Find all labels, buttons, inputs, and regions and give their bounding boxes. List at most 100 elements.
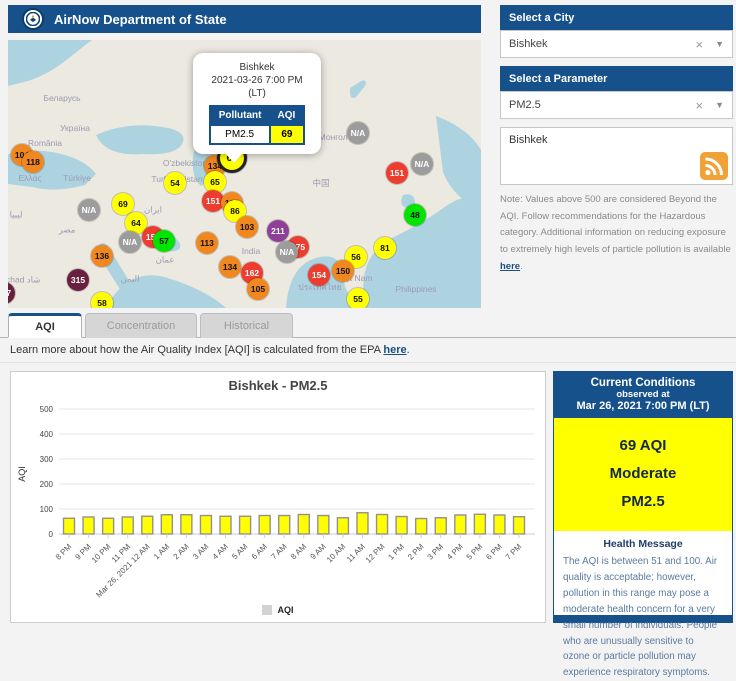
aqi-bar[interactable] xyxy=(278,514,291,535)
station-marker[interactable]: 113 xyxy=(196,232,218,254)
station-marker[interactable]: 103 xyxy=(236,216,258,238)
aqi-bar[interactable] xyxy=(238,515,252,535)
aqi-bar[interactable] xyxy=(317,514,330,535)
aqi-bar[interactable] xyxy=(395,515,408,535)
station-marker[interactable]: 69 xyxy=(112,193,134,215)
station-marker[interactable]: 151 xyxy=(386,162,408,184)
city-select[interactable]: Bishkek × ▼ xyxy=(500,30,733,58)
note-here-link[interactable]: here xyxy=(500,260,521,272)
station-marker[interactable]: 65 xyxy=(204,171,226,193)
aqi-bar[interactable] xyxy=(434,517,447,535)
station-marker[interactable]: 55 xyxy=(347,288,369,308)
learn-more-suffix: . xyxy=(406,344,410,356)
select-parameter-label: Select a Parameter xyxy=(509,72,608,85)
map-place-label: India xyxy=(241,246,261,256)
station-marker[interactable]: 54 xyxy=(164,172,186,194)
aqi-bar[interactable] xyxy=(414,517,428,535)
x-tick-label: 1 AM xyxy=(152,542,171,561)
aqi-map[interactable]: Беларусь Україна România Ελλάς Türkiye O'zbek… xyxy=(8,40,481,308)
aqi-bar[interactable] xyxy=(375,513,389,535)
station-marker[interactable]: 207 xyxy=(8,282,15,304)
x-tick-label: 8 AM xyxy=(289,542,308,561)
station-marker[interactable]: 151 xyxy=(202,190,224,212)
x-tick-label: 2 PM xyxy=(406,542,426,562)
legend-label: AQI xyxy=(277,605,294,615)
aqi-bar[interactable] xyxy=(219,515,232,535)
aqi-bar[interactable] xyxy=(473,513,487,535)
x-tick-label: 12 PM xyxy=(364,542,387,565)
legend-swatch xyxy=(262,605,273,615)
cc-title: Current Conditions xyxy=(590,377,696,389)
station-marker[interactable]: 58 xyxy=(91,292,113,308)
station-marker[interactable]: N/A xyxy=(347,122,369,144)
aqi-bar[interactable] xyxy=(62,517,76,535)
station-marker[interactable]: 211 xyxy=(267,220,289,242)
popup-timezone: (LT) xyxy=(248,88,266,99)
station-marker[interactable]: 81 xyxy=(374,237,396,259)
x-tick-label: 5 PM xyxy=(465,542,485,562)
station-marker[interactable]: 154 xyxy=(308,264,330,286)
aqi-bar[interactable] xyxy=(199,514,213,535)
select-city-header: Select a City xyxy=(500,5,733,30)
tab-concentration[interactable]: Concentration xyxy=(85,313,197,338)
station-marker[interactable]: 64 xyxy=(125,212,147,234)
cc-health-message: Health Message The AQI is between 51 and… xyxy=(554,531,732,681)
aqi-bar[interactable] xyxy=(336,517,350,535)
rss-icon[interactable] xyxy=(700,152,728,180)
aqi-bar[interactable] xyxy=(512,516,526,535)
map-place-label: România xyxy=(27,138,63,148)
y-tick-label: 500 xyxy=(40,405,54,414)
aqi-chart-panel: Bishkek - PM2.5 0 100 200 300 400 500 AQI 8 PM 9… xyxy=(10,371,546,623)
station-marker[interactable]: N/A xyxy=(78,199,100,221)
aqi-bar[interactable] xyxy=(180,514,193,535)
select-city-label: Select a City xyxy=(509,11,575,24)
aqi-bar[interactable] xyxy=(160,514,174,535)
note-text: Note: Values above 500 are considered Be… xyxy=(500,192,736,275)
station-marker[interactable]: 57 xyxy=(153,230,175,252)
department-of-state-seal-icon xyxy=(22,8,44,30)
aqi-bar[interactable] xyxy=(258,514,271,535)
station-marker[interactable]: N/A xyxy=(119,231,141,253)
cc-subtitle: observed at xyxy=(616,389,670,400)
aqi-bar[interactable] xyxy=(101,517,115,535)
station-marker[interactable]: 118 xyxy=(22,151,44,173)
aqi-bar[interactable] xyxy=(82,516,95,535)
station-marker[interactable]: 136 xyxy=(91,245,113,267)
station-marker[interactable]: 150 xyxy=(332,260,354,282)
x-tick-label: 3 PM xyxy=(426,542,446,562)
y-tick-label: 400 xyxy=(40,430,54,439)
x-tick-label: 7 PM xyxy=(504,542,524,562)
parameter-select[interactable]: PM2.5 × ▼ xyxy=(500,91,733,119)
map-place-label: O'zbekiston xyxy=(162,158,208,168)
tab-aqi[interactable]: AQI xyxy=(8,313,82,338)
x-tick-label: 4 AM xyxy=(211,542,230,561)
map-place-label: Việt Nam xyxy=(337,273,373,283)
chevron-down-icon[interactable]: ▼ xyxy=(715,39,724,49)
station-marker[interactable]: 48 xyxy=(404,204,426,226)
aqi-bar[interactable] xyxy=(297,513,310,535)
station-marker[interactable]: 134 xyxy=(219,256,241,278)
aqi-bar[interactable] xyxy=(141,515,154,535)
learn-more-prefix: Learn more about how the Air Quality Ind… xyxy=(10,344,384,356)
aqi-bar[interactable] xyxy=(493,514,506,535)
station-marker[interactable]: N/A xyxy=(411,153,433,175)
tab-historical[interactable]: Historical xyxy=(200,313,293,338)
popup-table: Pollutant AQI PM2.5 69 xyxy=(208,105,306,145)
y-tick-label: 100 xyxy=(40,505,54,514)
y-axis-label: AQI xyxy=(17,466,27,482)
clear-icon[interactable]: × xyxy=(695,97,704,113)
learn-more-here-link[interactable]: here xyxy=(383,344,407,356)
station-marker[interactable]: 315 xyxy=(67,269,89,291)
aqi-bar[interactable] xyxy=(356,512,369,535)
clear-icon[interactable]: × xyxy=(695,36,704,52)
station-marker[interactable]: N/A xyxy=(276,241,298,263)
map-place-label: Ελλάς xyxy=(18,173,42,183)
map-place-label: Türkiye xyxy=(63,173,91,183)
station-marker[interactable]: 105 xyxy=(247,278,269,300)
tab-divider xyxy=(0,337,736,338)
aqi-bar[interactable] xyxy=(121,516,134,535)
chevron-down-icon[interactable]: ▼ xyxy=(715,100,724,110)
aqi-bar[interactable] xyxy=(454,514,467,535)
map-place-label: Україна xyxy=(60,123,90,133)
section-divider xyxy=(0,362,736,363)
